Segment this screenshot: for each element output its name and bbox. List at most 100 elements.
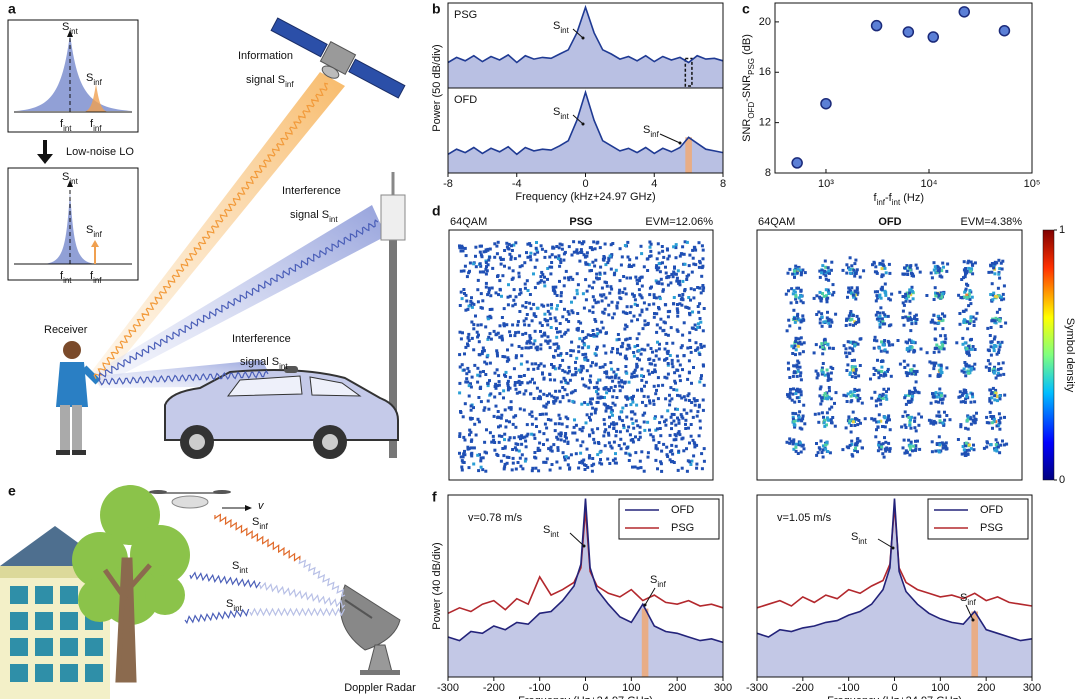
symbol — [910, 345, 914, 349]
label-part: S — [232, 560, 239, 572]
panel-label: d — [432, 203, 441, 219]
symbol — [580, 429, 584, 433]
symbol — [881, 392, 885, 396]
symbol — [595, 327, 599, 331]
symbol — [701, 248, 705, 252]
symbol — [469, 385, 473, 389]
symbol — [661, 383, 665, 387]
symbol — [614, 434, 618, 438]
symbol — [458, 391, 462, 395]
symbol — [795, 374, 799, 378]
symbol — [882, 265, 886, 269]
symbol — [620, 255, 624, 259]
symbol — [856, 450, 859, 454]
symbol — [818, 394, 822, 398]
symbol — [698, 353, 702, 356]
symbol — [658, 342, 661, 346]
symbol — [962, 319, 966, 323]
symbol — [640, 275, 644, 279]
symbol — [962, 370, 966, 374]
symbol — [849, 312, 853, 316]
symbol — [577, 368, 581, 372]
symbol — [486, 381, 490, 385]
label-part: int — [233, 604, 242, 613]
symbol — [937, 321, 941, 325]
colorbar-tick-label: 0 — [1059, 474, 1065, 486]
symbol — [587, 386, 591, 390]
label: Sint — [226, 598, 243, 613]
symbol — [799, 320, 803, 324]
x-axis-label: Frequency (Hz+24.97 GHz) — [518, 695, 653, 699]
symbol — [825, 316, 829, 320]
symbol — [910, 394, 914, 398]
symbol — [564, 415, 568, 419]
symbol — [617, 376, 621, 380]
symbol — [483, 406, 487, 410]
symbol — [507, 386, 510, 389]
legend-label: OFD — [671, 504, 694, 516]
symbol — [564, 269, 568, 273]
symbol — [469, 299, 473, 303]
symbol — [503, 465, 507, 469]
symbol — [936, 315, 940, 318]
symbol — [887, 441, 891, 445]
symbol — [574, 367, 578, 371]
symbol — [530, 414, 534, 418]
symbol — [912, 348, 916, 352]
symbol — [972, 414, 976, 418]
symbol — [826, 374, 830, 378]
symbol — [940, 392, 944, 396]
label-part: inf — [93, 78, 102, 87]
symbol — [666, 409, 670, 413]
symbol — [791, 411, 795, 415]
symbol — [472, 462, 476, 466]
symbol — [655, 312, 659, 316]
symbol — [463, 264, 467, 268]
symbol — [848, 340, 852, 344]
symbol — [578, 461, 582, 465]
symbol — [489, 337, 493, 341]
symbol — [678, 379, 682, 383]
symbol — [468, 261, 472, 265]
symbol — [558, 417, 562, 421]
symbol — [666, 372, 670, 376]
symbol — [992, 415, 996, 419]
symbol — [572, 250, 576, 254]
symbol — [506, 383, 510, 387]
symbol — [800, 342, 804, 346]
symbol — [967, 266, 971, 270]
symbol — [585, 447, 589, 451]
symbol — [581, 426, 585, 430]
symbol — [619, 263, 623, 267]
symbol — [794, 297, 798, 301]
symbol — [918, 447, 922, 451]
symbol — [937, 410, 941, 414]
symbol — [530, 319, 534, 323]
symbol — [656, 397, 660, 401]
symbol — [654, 428, 658, 432]
x-axis-label: Frequency (Hz+24.97 GHz) — [827, 695, 962, 699]
symbol — [877, 319, 881, 323]
symbol — [701, 284, 705, 287]
symbol — [972, 448, 976, 452]
symbol — [546, 335, 550, 339]
symbol — [488, 361, 492, 365]
symbol — [507, 358, 511, 362]
symbol — [496, 331, 500, 335]
symbol — [853, 448, 857, 452]
symbol — [999, 325, 1003, 328]
label-part: int — [329, 215, 338, 224]
symbol — [562, 376, 566, 380]
symbol — [469, 417, 473, 421]
symbol — [883, 348, 887, 352]
symbol — [546, 319, 550, 323]
symbol — [639, 352, 643, 356]
symbol — [509, 334, 512, 338]
symbol — [701, 408, 705, 412]
symbol — [884, 271, 888, 275]
symbol — [494, 291, 498, 295]
symbol — [850, 317, 854, 321]
symbol — [498, 392, 502, 396]
symbol — [497, 293, 500, 297]
symbol — [821, 448, 825, 452]
